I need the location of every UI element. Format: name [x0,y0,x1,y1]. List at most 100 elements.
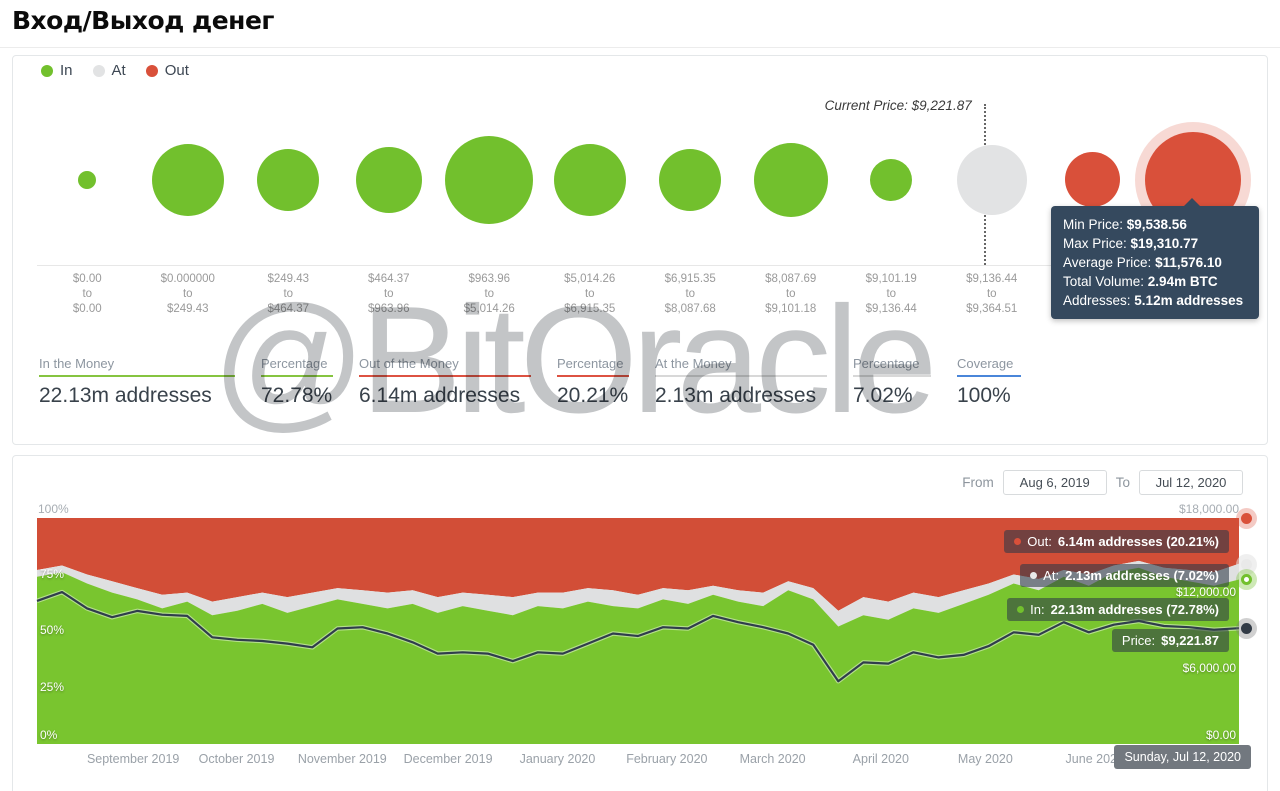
bubble-in[interactable] [257,148,320,211]
at-area [37,560,1239,627]
bucket-range-label: $249.43 to $464.37 [267,273,310,315]
bubble-in[interactable] [355,146,422,213]
bubble-in[interactable] [78,170,97,189]
x-axis-label: November 2019 [297,752,387,766]
stat-at-the-money: At the Money 2.13m addresses [655,356,827,408]
legend-item-at[interactable]: At [92,62,126,79]
price-axis-label: $0.00 [1205,728,1236,742]
price-axis-label: $12,000.00 [1175,585,1236,600]
legend-label: In [60,62,73,79]
stat-underline [557,375,629,377]
bucket-range-label: $963.96 to $5,014.26 [463,273,515,315]
bubble-in[interactable] [445,135,534,224]
stat-underline [261,375,333,377]
bubble-cell [138,94,239,265]
to-date-input[interactable] [1139,470,1243,495]
tooltip-row: Addresses: 5.12m addresses [1063,293,1244,308]
legend-item-out[interactable]: Out [145,62,189,79]
page-title: Вход/Выход денег [12,6,274,35]
bucket-range-label: $464.37 to $963.96 [367,273,410,315]
legend-item-in[interactable]: In [41,62,73,79]
series-dot-icon [1030,572,1038,579]
money-distribution-card: In At Out Current Price: $9,221.87 $0.00 to… [12,55,1268,445]
bubble-cell [1042,94,1143,265]
legend-label: Out [164,62,189,79]
price-axis-label: $6,000.00 [1182,660,1236,675]
stat-underline [957,375,1021,377]
bucket-range-label: $9,136.44 to $9,364.51 [966,273,1018,315]
area-chart-svg [36,518,1240,744]
series-tooltip-price: Price: $9,221.87 [1111,629,1229,652]
at-end-marker-icon [1241,558,1252,570]
history-chart-card: From To 100% $18,000.00 75% 50% 25% 0% $12,0… [12,455,1268,791]
y-axis-100-label: 100% [38,502,69,516]
bucket-range-label: $6,915.35 to $8,087.68 [664,273,716,315]
stat-in-percentage: Percentage 72.78% [261,356,333,408]
stat-value: 100% [957,384,1011,407]
bubble-cell [238,94,339,265]
stat-label: Out of the Money [359,356,459,371]
stat-label: Coverage [957,356,1014,371]
series-tooltip-out: Out: 6.14m addresses (20.21%) [1004,530,1229,553]
x-axis-label: January 2020 [519,752,596,766]
date-range-controls: From To [962,470,1243,495]
bucket-range-label: $5,014.26 to $6,915.35 [564,273,616,315]
bucket-range-label: $9,101.19 to $9,136.44 [865,273,917,315]
stacked-area-chart[interactable]: 75% 50% 25% 0% $12,000.00 $6,000.00 $0.00 Out: … [36,513,1252,744]
legend: In At Out [41,62,189,79]
in-end-marker-icon [1241,574,1252,586]
bubble-in[interactable] [151,143,224,216]
legend-label: At [111,62,126,79]
stat-label: In the Money [39,356,115,371]
tooltip-row: Min Price: $9,538.56 [1063,217,1187,232]
stat-at-percentage: Percentage 7.02% [853,356,931,408]
x-axis-label: March 2020 [739,752,806,766]
bubble-in[interactable] [870,158,913,201]
price-end-marker-icon [1241,623,1252,635]
tooltip-row: Max Price: $19,310.77 [1063,236,1199,251]
x-axis-label: May 2020 [957,752,1013,766]
stat-underline [853,375,931,377]
bubble-cell [640,94,741,265]
bubble-at[interactable] [956,144,1027,215]
y-axis-label: 75% [40,566,65,581]
stat-coverage: Coverage 100% [957,356,1021,408]
bubble-in[interactable] [553,143,626,216]
series-tooltip-in: In: 22.13m addresses (72.78%) [1007,598,1229,621]
stat-underline [655,375,827,377]
stat-value: 72.78% [261,384,333,407]
stat-label: Percentage [557,356,624,371]
bubble-out[interactable] [1064,152,1120,207]
series-dot-icon [1014,538,1022,545]
to-label: To [1115,475,1130,490]
y-axis-label: 25% [40,679,65,694]
stat-out-percentage: Percentage 20.21% [557,356,629,408]
bucket-range-label: $8,087.69 to $9,101.18 [765,273,817,315]
stat-value: 2.13m addresses [655,384,817,407]
bubble-cell [439,94,540,265]
stat-label: Percentage [853,356,920,371]
y-axis-label: 0% [40,728,58,742]
in-area [37,567,1239,744]
bubble-cell [37,94,138,265]
price-axis-18000-label: $18,000.00 [1178,502,1239,516]
from-date-input[interactable] [1002,470,1107,495]
stat-value: 7.02% [853,384,913,407]
tooltip-row: Average Price: $11,576.10 [1063,255,1222,270]
series-tooltip-at: At: 2.13m addresses (7.02%) [1020,564,1229,587]
out-area [37,518,1239,611]
bubble-in[interactable] [659,148,722,211]
x-axis-label: June 2020 [1065,752,1124,766]
page-header: Вход/Выход денег [0,0,1280,48]
series-dot-icon [1017,606,1025,613]
out-dot-icon [145,64,158,77]
x-axis-label: February 2020 [626,752,708,766]
x-axis-label: September 2019 [86,752,180,766]
y-axis-label: 50% [40,623,65,637]
bubble-cell [741,94,842,265]
stat-value: 20.21% [557,384,629,407]
in-dot-icon [41,64,53,77]
stat-underline [39,375,235,377]
bubble-in[interactable] [753,142,828,217]
